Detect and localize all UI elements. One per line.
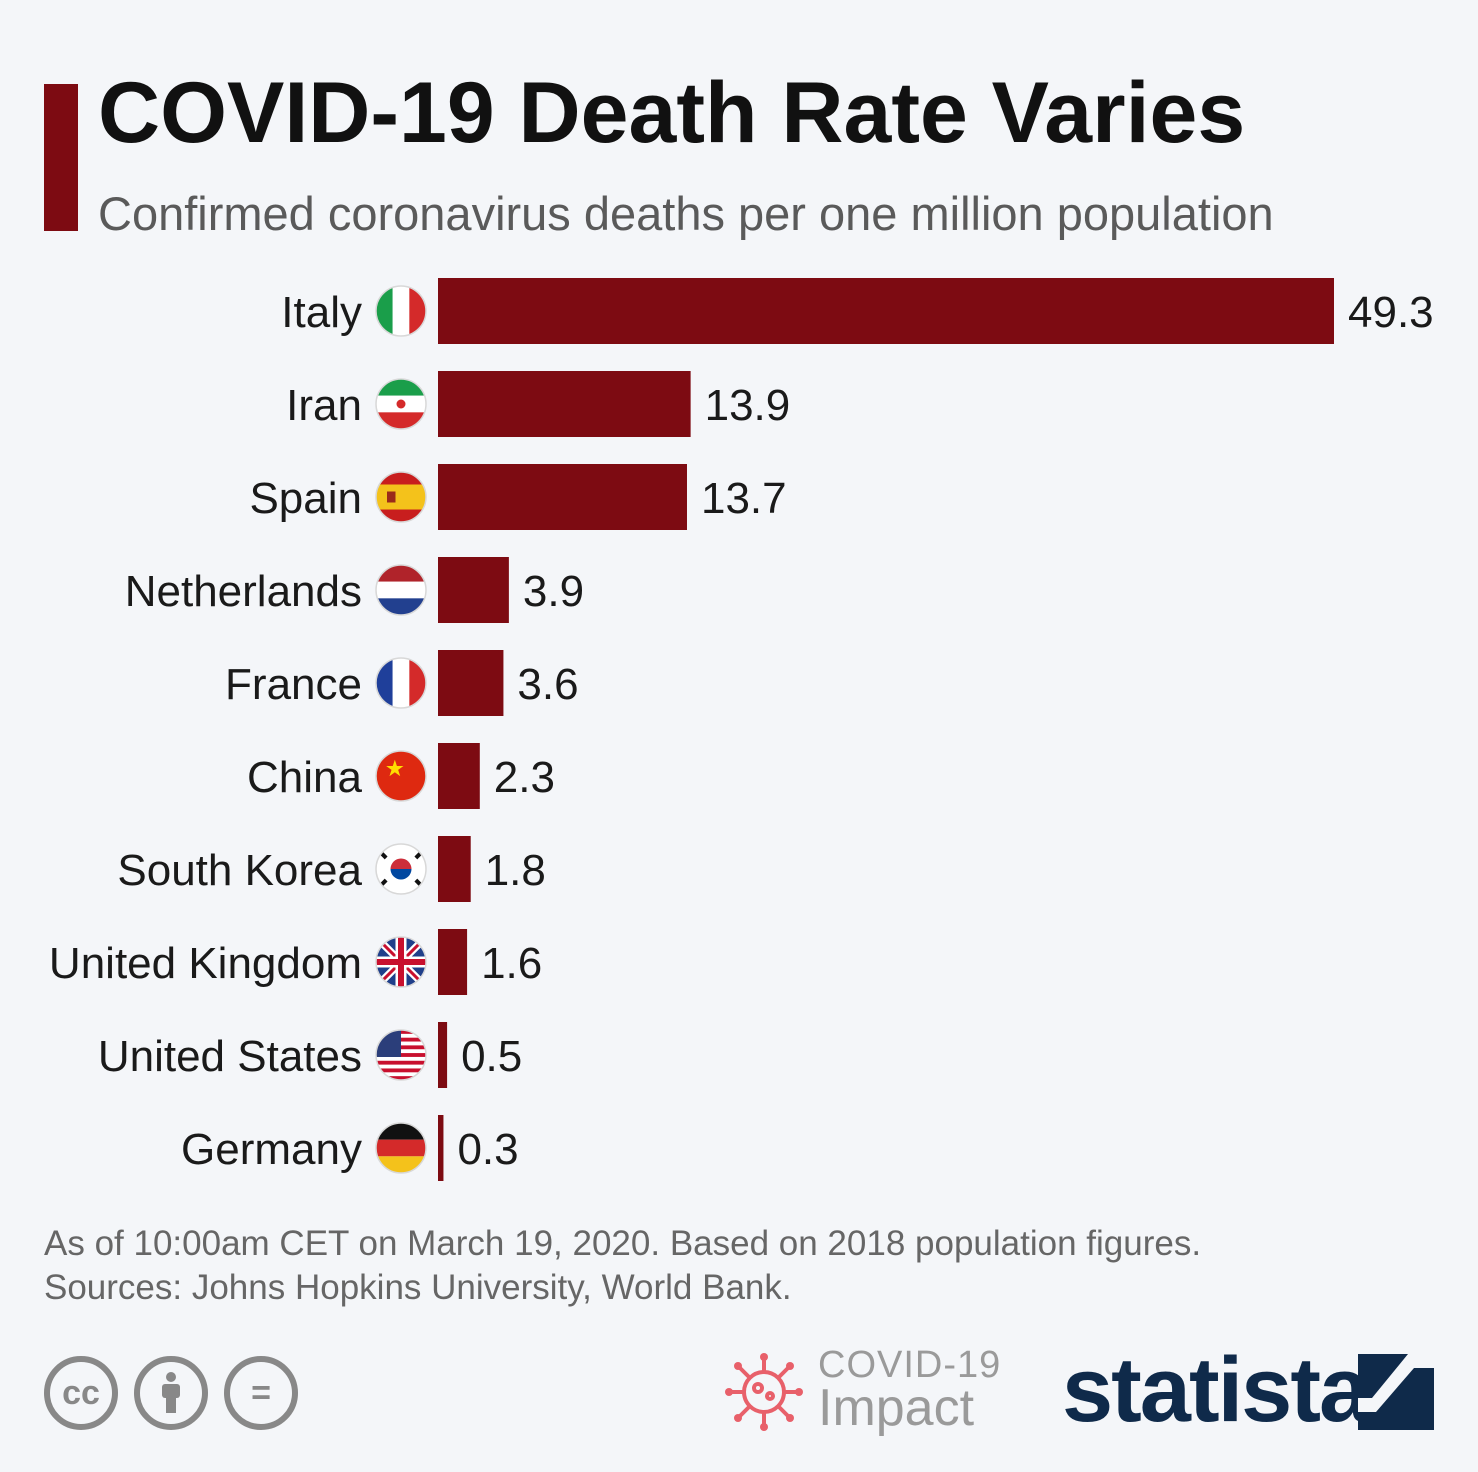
bar-row-south-korea: South Korea 1.8 xyxy=(117,836,546,902)
category-label: Italy xyxy=(281,288,362,337)
bar-row-united-kingdom: United Kingdom 1.6 xyxy=(49,929,542,995)
category-label: Netherlands xyxy=(125,567,362,616)
category-label: China xyxy=(247,753,362,802)
bar-row-france: France 3.6 xyxy=(225,650,579,716)
value-label: 3.9 xyxy=(523,567,584,616)
category-label: United States xyxy=(98,1032,362,1081)
value-label: 1.6 xyxy=(481,939,542,988)
bar-row-united-states: United States 0.5 xyxy=(98,1022,522,1088)
iran-flag-icon xyxy=(375,378,427,430)
svg-text:★: ★ xyxy=(385,756,405,781)
value-label: 13.9 xyxy=(705,381,791,430)
cc-label: cc xyxy=(62,1373,100,1412)
equals-label: = xyxy=(251,1373,271,1412)
chart-subtitle: Confirmed coronavirus deaths per one mil… xyxy=(98,187,1274,240)
value-label: 0.3 xyxy=(457,1125,518,1174)
impact-line1: COVID-19 xyxy=(818,1344,1002,1386)
south-korea-flag-icon xyxy=(375,843,427,895)
chart-title: COVID-19 Death Rate Varies xyxy=(98,65,1246,161)
category-label: France xyxy=(225,660,362,709)
category-label: Spain xyxy=(249,474,362,523)
bar-row-china: China ★ 2.3 xyxy=(247,743,555,809)
italy-flag-icon xyxy=(375,285,427,337)
creative-commons-icon: cc xyxy=(44,1356,118,1430)
bar-row-iran: Iran 13.9 xyxy=(286,371,790,437)
footnote: As of 10:00am CET on March 19, 2020. Bas… xyxy=(44,1222,1201,1310)
bar xyxy=(438,557,509,623)
value-label: 13.7 xyxy=(701,474,787,523)
bar xyxy=(438,464,687,530)
bar xyxy=(438,1115,444,1181)
statista-logo: statista xyxy=(1062,1339,1370,1441)
bar xyxy=(438,929,468,995)
virus-icon xyxy=(725,1353,803,1431)
bar-row-netherlands: Netherlands 3.9 xyxy=(125,557,584,623)
category-label: South Korea xyxy=(117,846,362,895)
impact-line2: Impact xyxy=(818,1379,975,1437)
bar xyxy=(438,650,504,716)
france-flag-icon xyxy=(375,657,427,709)
spain-flag-icon xyxy=(375,471,427,523)
bar xyxy=(438,371,691,437)
bar xyxy=(438,743,480,809)
netherlands-flag-icon xyxy=(375,564,427,616)
china-flag-icon: ★ xyxy=(375,750,427,802)
united-kingdom-flag-icon xyxy=(375,936,427,988)
footnote-sources: Sources: Johns Hopkins University, World… xyxy=(44,1268,792,1307)
germany-flag-icon xyxy=(375,1122,427,1174)
value-label: 49.3 xyxy=(1348,288,1434,337)
covid-impact-logo: COVID-19 Impact xyxy=(818,1346,1001,1434)
category-label: Germany xyxy=(181,1125,362,1174)
value-label: 3.6 xyxy=(517,660,578,709)
statista-mark-icon xyxy=(1358,1354,1434,1430)
bar xyxy=(438,278,1334,344)
no-derivatives-icon: = xyxy=(224,1356,298,1430)
bar xyxy=(438,836,471,902)
value-label: 2.3 xyxy=(494,753,555,802)
value-label: 1.8 xyxy=(485,846,546,895)
title-accent-bar xyxy=(44,84,78,231)
attribution-icon xyxy=(134,1356,208,1430)
category-label: United Kingdom xyxy=(49,939,362,988)
person-icon xyxy=(162,1372,180,1413)
footnote-date: As of 10:00am CET on March 19, 2020. Bas… xyxy=(44,1224,1202,1263)
category-label: Iran xyxy=(286,381,362,430)
bar-row-germany: Germany 0.3 xyxy=(181,1115,519,1181)
bar xyxy=(438,1022,448,1088)
bar-row-spain: Spain 13.7 xyxy=(249,464,787,530)
united-states-flag-icon xyxy=(375,1029,427,1081)
value-label: 0.5 xyxy=(461,1032,522,1081)
bar-row-italy: Italy 49.3 xyxy=(281,278,1434,344)
